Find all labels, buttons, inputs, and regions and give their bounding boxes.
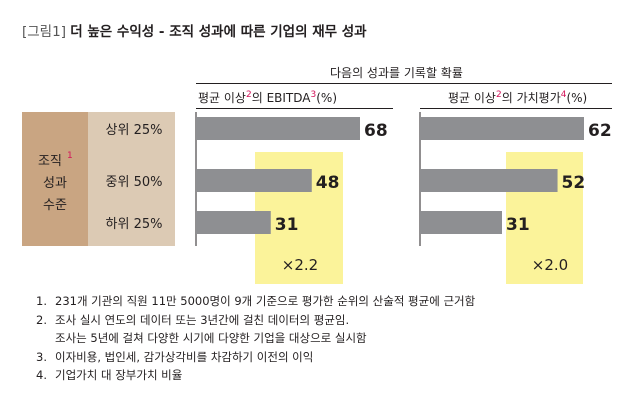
bar bbox=[196, 117, 360, 140]
footnote-num: 4. bbox=[36, 368, 47, 382]
footnote-text: 231개 기관의 직원 11만 5000명이 9개 기준으로 평가한 순위의 산… bbox=[55, 294, 476, 308]
figure-label: [그림1] bbox=[22, 24, 66, 40]
data-label: 52 bbox=[562, 173, 586, 193]
header-rule-top bbox=[196, 83, 612, 84]
footnote-3: 3. 이자비용, 법인세, 감가상각비를 차감하기 이전의 이익 bbox=[36, 348, 475, 367]
row-group-block bbox=[22, 112, 88, 246]
row-group-line3: 수준 bbox=[43, 198, 67, 213]
row-group-line2: 성과 bbox=[43, 176, 67, 191]
footnote-2: 2. 조사 실시 연도의 데이터 또는 3년간에 걸친 데이터의 평균임. bbox=[36, 311, 475, 330]
footnote-1: 1. 231개 기관의 직원 11만 5000명이 9개 기준으로 평가한 순위의… bbox=[36, 292, 475, 311]
header-right-sup1: 2 bbox=[495, 90, 502, 100]
footnote-text: 기업가치 대 장부가치 비율 bbox=[55, 368, 183, 382]
bar bbox=[420, 211, 502, 234]
bar bbox=[420, 117, 584, 140]
footnote-num: 1. bbox=[36, 294, 47, 308]
footnote-text: 이자비용, 법인세, 감가상각비를 차감하기 이전의 이익 bbox=[55, 349, 314, 364]
multiplier-label: ×2.0 bbox=[532, 256, 568, 274]
header-left-sup1: 2 bbox=[245, 90, 252, 100]
data-label: 31 bbox=[275, 215, 299, 235]
data-label: 48 bbox=[316, 173, 340, 193]
footnote-4: 4. 기업가치 대 장부가치 비율 bbox=[36, 366, 475, 385]
figure-title-text: 더 높은 수익성 - 조직 성과에 따른 기업의 재무 성과 bbox=[70, 24, 367, 40]
header-left-sup2: 3 bbox=[310, 90, 317, 100]
footnote-2-cont: 조사는 5년에 걸쳐 다양한 시기에 다양한 기업을 대상으로 실시함 bbox=[36, 329, 475, 348]
category-label: 상위 25% bbox=[106, 123, 163, 138]
header-top: 다음의 성과를 기록할 확률 bbox=[330, 66, 463, 80]
header-left-post: (%) bbox=[316, 91, 337, 105]
footnote-text: 조사 실시 연도의 데이터 또는 3년간에 걸친 데이터의 평균임. bbox=[55, 312, 350, 327]
footnotes: 1. 231개 기관의 직원 11만 5000명이 9개 기준으로 평가한 순위의… bbox=[36, 292, 475, 385]
category-label: 중위 50% bbox=[106, 175, 163, 190]
category-label: 하위 25% bbox=[106, 217, 163, 232]
header-right: 평균 이상2의 가치평가4(%) bbox=[448, 89, 587, 106]
data-label: 31 bbox=[506, 215, 530, 235]
header-left-mid: 의 EBITDA bbox=[251, 91, 311, 105]
header-left: 평균 이상2의 EBITDA3(%) bbox=[198, 89, 337, 106]
footnote-num: 2. bbox=[36, 312, 47, 327]
header-right-mid: 의 가치평가 bbox=[501, 91, 561, 105]
bar bbox=[420, 169, 558, 192]
multiplier-label: ×2.2 bbox=[282, 256, 318, 274]
footnote-num: 3. bbox=[36, 349, 47, 364]
header-right-pre: 평균 이상 bbox=[448, 91, 496, 105]
row-group-line1: 조직 bbox=[38, 154, 62, 169]
header-right-sup2: 4 bbox=[560, 90, 567, 100]
row-group-sup: 1 bbox=[67, 151, 73, 161]
data-label: 68 bbox=[364, 121, 388, 141]
header-right-post: (%) bbox=[566, 91, 588, 105]
bar bbox=[196, 169, 312, 192]
row-label-block bbox=[88, 112, 175, 246]
header-rule-right bbox=[420, 108, 612, 109]
bar bbox=[196, 211, 271, 234]
footnote-text: 조사는 5년에 걸쳐 다양한 시기에 다양한 기업을 대상으로 실시함 bbox=[55, 331, 367, 345]
header-rule-left bbox=[196, 108, 393, 109]
data-label: 62 bbox=[588, 121, 612, 141]
figure-title: [그림1] 더 높은 수익성 - 조직 성과에 따른 기업의 재무 성과 bbox=[22, 20, 367, 40]
header-left-pre: 평균 이상 bbox=[198, 91, 246, 105]
